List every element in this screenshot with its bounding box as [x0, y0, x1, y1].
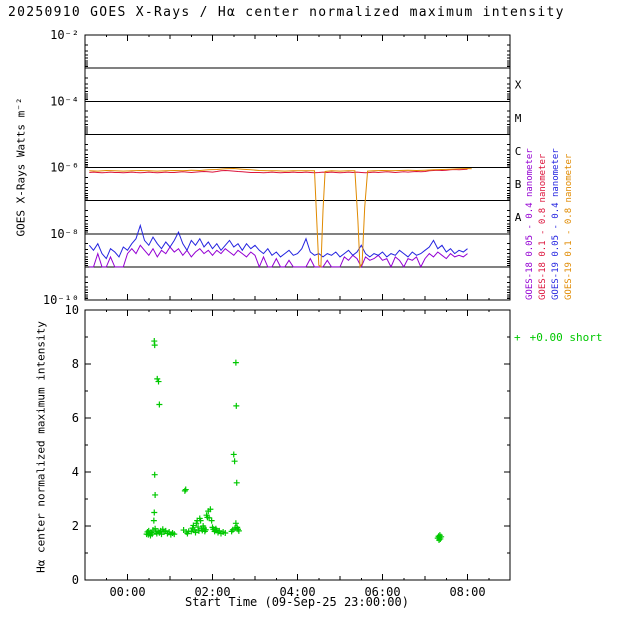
xray-ytick-label: 10⁻¹⁰ — [43, 293, 79, 307]
plus-marker — [152, 491, 159, 498]
legend-item-goes18-short: GOES-18 0.05 - 0.4 nanometer — [525, 148, 535, 300]
plus-marker — [191, 526, 198, 533]
xray-ytick-label: 10⁻⁴ — [50, 94, 79, 108]
xray-ytick-label: 10⁻² — [50, 28, 79, 42]
halpha-ytick-label: 2 — [72, 519, 79, 533]
plus-marker — [230, 451, 237, 458]
time-tick-label: 00:00 — [109, 585, 145, 599]
series-GOES-19 0.1 - 0.8 nanometer — [89, 167, 472, 269]
time-tick-label: 08:00 — [449, 585, 485, 599]
series-GOES-18 0.1 - 0.8 nanometer — [89, 168, 468, 174]
halpha-ytick-label: 10 — [65, 303, 79, 317]
chart-title: 20250910 GOES X-Rays / Hα center normali… — [8, 5, 565, 20]
plus-marker — [151, 509, 158, 516]
flare-class-label: X — [515, 79, 522, 92]
plus-marker — [182, 486, 189, 493]
plus-marker — [195, 524, 202, 531]
plus-marker — [232, 359, 239, 366]
plus-marker — [436, 532, 443, 539]
flare-class-label: C — [515, 145, 522, 158]
flare-class-label: B — [515, 178, 522, 191]
halpha-axis-title: Hα center normalized maximum intensity — [34, 321, 48, 573]
legend-item-goes19-short: GOES-19 0.05 - 0.4 nanometer — [551, 148, 561, 300]
plus-marker — [171, 531, 178, 538]
plus-marker — [233, 479, 240, 486]
legend-item-goes19-long: GOES-19 0.1 - 0.8 nanometer — [564, 153, 574, 300]
plus-marker — [208, 517, 215, 524]
xray-ytick-label: 10⁻⁶ — [50, 161, 79, 175]
legend-item-goes18-long: GOES-18 0.1 - 0.8 nanometer — [538, 153, 548, 300]
plus-marker-icon: + — [514, 331, 521, 344]
plus-marker — [233, 402, 240, 409]
plus-marker — [197, 517, 204, 524]
plus-marker — [192, 529, 199, 536]
plus-marker — [155, 378, 162, 385]
plus-marker — [150, 517, 157, 524]
plus-marker — [222, 530, 229, 537]
halpha-legend: + +0.00 short — [514, 331, 602, 344]
plus-marker — [152, 525, 159, 532]
time-tick-label: 06:00 — [364, 585, 400, 599]
plus-marker — [202, 526, 209, 533]
xray-ytick-label: 10⁻⁸ — [50, 227, 79, 241]
plus-marker — [151, 342, 158, 349]
halpha-ytick-label: 0 — [72, 573, 79, 587]
plus-marker — [235, 527, 242, 534]
halpha-panel-frame — [84, 309, 511, 581]
time-tick-label: 02:00 — [194, 585, 230, 599]
plus-marker — [156, 401, 163, 408]
plus-marker — [193, 520, 200, 527]
series-GOES-18 0.05 - 0.4 nanometer — [89, 244, 468, 269]
flare-class-label: M — [515, 112, 522, 125]
flare-class-label: A — [515, 211, 522, 224]
halpha-scatter-points — [143, 338, 445, 544]
halpha-ytick-label: 6 — [72, 411, 79, 425]
plus-marker — [181, 487, 188, 494]
xray-axis-title: GOES X-Rays Watts m⁻² — [14, 97, 28, 237]
plus-marker — [154, 375, 161, 382]
plus-marker — [207, 506, 214, 513]
plus-marker — [151, 471, 158, 478]
plus-marker — [231, 458, 238, 465]
xray-legend: GOES-18 0.05 - 0.4 nanometer GOES-18 0.1… — [524, 36, 575, 300]
series-GOES-19 0.05 - 0.4 nanometer — [88, 223, 468, 260]
plus-marker — [232, 520, 239, 527]
time-axis-title: Start Time (09-Sep-25 23:00:00) — [185, 595, 409, 609]
halpha-ytick-label: 8 — [72, 357, 79, 371]
halpha-ytick-label: 4 — [72, 465, 79, 479]
halpha-legend-label: +0.00 short — [529, 331, 603, 344]
time-tick-label: 04:00 — [279, 585, 315, 599]
